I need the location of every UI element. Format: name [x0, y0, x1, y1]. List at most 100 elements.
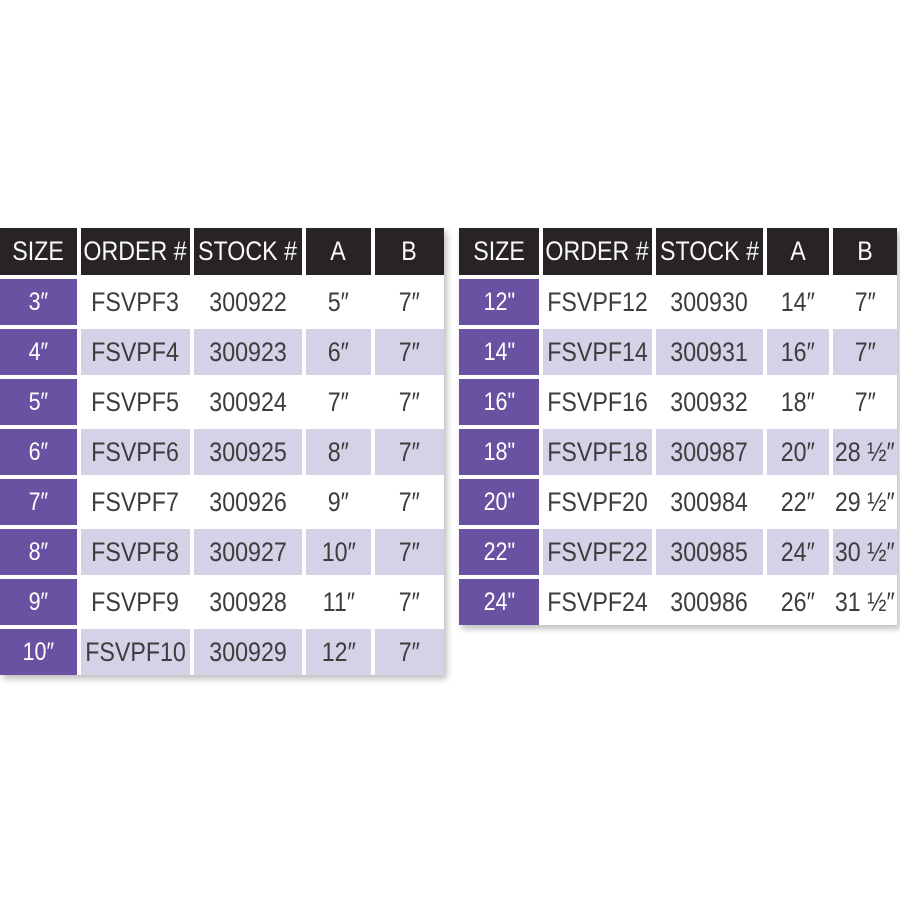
data-cell: 9″ — [306, 479, 371, 525]
data-cell-label: FSVPF12 — [547, 286, 648, 317]
column-header: STOCK # — [194, 228, 302, 275]
data-cell: 11″ — [306, 579, 371, 625]
size-cell: 18" — [459, 429, 539, 475]
data-cell-label: 26″ — [780, 586, 816, 617]
size-cell: 14" — [459, 329, 539, 375]
data-cell-label: 5″ — [327, 286, 350, 317]
data-cell-label: 300923 — [209, 336, 287, 367]
size-cell: 3″ — [0, 279, 77, 325]
data-cell: 300984 — [656, 479, 763, 525]
data-cell-label: FSVPF6 — [91, 436, 180, 467]
data-cell: 8″ — [306, 429, 371, 475]
data-cell-label: FSVPF8 — [91, 536, 180, 567]
data-cell-label: 7″ — [398, 386, 421, 417]
column-header-label: SIZE — [473, 236, 525, 266]
size-cell-label: 6″ — [28, 437, 49, 466]
column-header: STOCK # — [656, 228, 763, 275]
data-cell: 300932 — [656, 379, 763, 425]
data-cell-label: 300931 — [670, 336, 749, 367]
data-cell-label: FSVPF18 — [547, 436, 648, 467]
size-cell: 20" — [459, 479, 539, 525]
data-cell-label: 300924 — [209, 386, 287, 417]
data-cell: 300985 — [656, 529, 763, 575]
size-cell: 8″ — [0, 529, 77, 575]
data-cell-label: 16″ — [780, 336, 816, 367]
data-cell-label: FSVPF24 — [547, 586, 648, 617]
data-cell-label: 7″ — [398, 486, 421, 517]
size-cell: 5″ — [0, 379, 77, 425]
size-cell-label: 20" — [483, 487, 515, 516]
data-cell: 300929 — [194, 629, 302, 675]
data-cell-label: 22″ — [780, 486, 816, 517]
data-cell-label: FSVPF3 — [91, 286, 180, 317]
column-header: ORDER # — [543, 228, 652, 275]
data-cell: FSVPF20 — [543, 479, 652, 525]
data-cell: 7″ — [833, 279, 897, 325]
size-cell-label: 7″ — [28, 487, 49, 516]
column-header: B — [375, 228, 444, 275]
data-cell: 7″ — [375, 329, 444, 375]
size-cell-label: 12" — [483, 287, 515, 316]
size-cell-label: 8″ — [28, 537, 49, 566]
data-cell-label: 28 ½″ — [835, 436, 895, 467]
data-cell: 7″ — [375, 429, 444, 475]
size-cell-label: 3″ — [28, 287, 49, 316]
data-cell: 300928 — [194, 579, 302, 625]
size-cell: 9″ — [0, 579, 77, 625]
data-cell: 6″ — [306, 329, 371, 375]
data-cell: 22″ — [767, 479, 829, 525]
data-cell-label: 7″ — [327, 386, 350, 417]
data-cell-label: 10″ — [321, 536, 356, 567]
data-cell: 300926 — [194, 479, 302, 525]
size-cell: 6″ — [0, 429, 77, 475]
column-header: ORDER # — [81, 228, 190, 275]
data-cell: 7″ — [833, 379, 897, 425]
data-cell-label: 31 ½″ — [835, 586, 895, 617]
size-cell-label: 16" — [483, 387, 515, 416]
data-cell: 300931 — [656, 329, 763, 375]
data-cell-label: FSVPF5 — [91, 386, 180, 417]
data-cell: FSVPF12 — [543, 279, 652, 325]
data-cell-label: 300922 — [209, 286, 287, 317]
size-cell-label: 22" — [483, 537, 515, 566]
data-cell-label: 14″ — [780, 286, 816, 317]
data-cell-label: FSVPF7 — [91, 486, 180, 517]
data-cell-label: 300926 — [209, 486, 287, 517]
data-cell: 5″ — [306, 279, 371, 325]
column-header-label: STOCK # — [660, 236, 759, 266]
size-cell-label: 9″ — [28, 587, 49, 616]
column-header-label: ORDER # — [545, 236, 650, 266]
data-cell: 7″ — [375, 629, 444, 675]
data-cell-label: 7″ — [398, 436, 421, 467]
data-cell-label: 7″ — [398, 636, 421, 667]
data-cell: 20″ — [767, 429, 829, 475]
data-cell-label: 7″ — [398, 336, 421, 367]
column-header-label: B — [401, 236, 418, 266]
data-cell-label: 300925 — [209, 436, 287, 467]
column-header-label: B — [857, 236, 873, 266]
data-cell-label: 24″ — [780, 536, 816, 567]
data-cell: 24″ — [767, 529, 829, 575]
data-cell-label: 7″ — [854, 336, 876, 367]
data-cell: FSVPF9 — [81, 579, 190, 625]
data-cell-label: 300929 — [209, 636, 287, 667]
data-cell: 300922 — [194, 279, 302, 325]
data-cell-label: 7″ — [854, 286, 876, 317]
column-header: SIZE — [0, 228, 77, 275]
data-cell-label: FSVPF20 — [547, 486, 648, 517]
data-cell: 300987 — [656, 429, 763, 475]
data-cell-label: 9″ — [327, 486, 350, 517]
data-cell-label: 300930 — [670, 286, 749, 317]
size-cell: 10″ — [0, 629, 77, 675]
data-cell-label: 300927 — [209, 536, 287, 567]
data-cell-label: 20″ — [780, 436, 816, 467]
size-cell-label: 14" — [483, 337, 515, 366]
data-cell: FSVPF8 — [81, 529, 190, 575]
column-header-label: ORDER # — [83, 236, 188, 266]
data-cell: 29 ½″ — [833, 479, 897, 525]
data-cell: 18″ — [767, 379, 829, 425]
data-cell: 300924 — [194, 379, 302, 425]
data-cell-label: 8″ — [327, 436, 350, 467]
data-cell: 14″ — [767, 279, 829, 325]
